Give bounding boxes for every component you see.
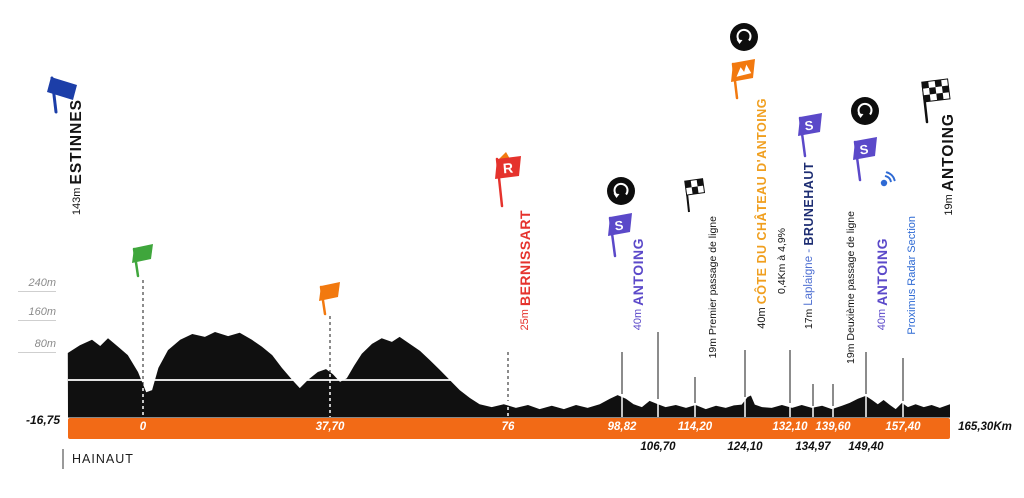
y-axis-tick: [18, 320, 56, 321]
region-label: HAINAUT: [62, 449, 134, 469]
svg-text:S: S: [614, 217, 625, 233]
deuxieme-passage-name: Deuxième passage de ligne: [844, 211, 857, 341]
premier-passage-name: Premier passage de ligne: [706, 215, 719, 335]
km-label: 124,10: [727, 441, 763, 453]
finish-elevation: 19m: [942, 190, 955, 216]
radar-waves-icon: [877, 166, 901, 190]
finish-name: ANTOING: [939, 112, 957, 191]
line-passage-flag-icon: [682, 178, 706, 214]
km-label: 134,97: [795, 441, 831, 453]
lap-circuit-icon: [729, 22, 759, 52]
y-axis-tick: [18, 352, 56, 353]
sprint-s-flag-icon: S: [851, 134, 879, 182]
svg-text:S: S: [859, 141, 870, 157]
antoing-sprint2-elevation: 40m: [875, 305, 888, 331]
lap-circuit-icon: [606, 176, 636, 206]
brunehaut-name: BRUNEHAUT: [801, 162, 816, 246]
svg-text:R: R: [502, 160, 513, 177]
km-label: 157,40: [885, 421, 921, 433]
lap-circuit-icon: [850, 96, 880, 126]
start-elevation: 143m: [70, 184, 83, 216]
km-label: 165,30Km: [958, 421, 1012, 433]
y-axis-label-80m: 80m: [34, 338, 56, 350]
premier-passage-elevation: 19m: [706, 334, 719, 359]
premier-passage-label: 19m Premier passage de ligne: [688, 216, 738, 376]
climb-flag-icon: [729, 56, 757, 100]
y-axis-tick: [18, 291, 56, 292]
orange-flag-icon: [317, 280, 343, 316]
start-offset-km-label: -16,75: [25, 413, 60, 427]
y-axis-label-240m: 240m: [28, 277, 56, 289]
feed-r-flag-icon: R: [492, 150, 524, 208]
km-label: 139,60: [815, 421, 851, 433]
bernissart-label: 25m BERNISSART: [500, 210, 550, 348]
distance-bar: [68, 418, 950, 439]
bernissart-name: BERNISSART: [516, 209, 533, 306]
km-label: 106,70: [640, 441, 676, 453]
y-axis-label-160m: 160m: [28, 306, 56, 318]
green-flag-icon: [130, 242, 156, 278]
deuxieme-passage-elevation: 19m: [844, 340, 857, 365]
proximus-radar-label: Proximus Radar Section: [887, 216, 937, 352]
antoing-sprint1-elevation: 40m: [631, 305, 644, 331]
km-label: 98,82: [607, 421, 637, 433]
km-label: 37,70: [315, 421, 345, 433]
start-label: 143m ESTINNES: [52, 99, 102, 233]
km-label: 114,20: [677, 421, 713, 433]
svg-text:S: S: [804, 117, 815, 133]
bernissart-elevation: 25m: [518, 305, 531, 331]
brunehaut-elevation: 17m: [802, 305, 815, 330]
proximus-radar-name: Proximus Radar Section: [905, 215, 918, 335]
brunehaut-prefix: Laplaigne -: [802, 245, 815, 306]
elevation-area: [67, 332, 951, 418]
finish-label: 19m ANTOING: [924, 113, 974, 233]
start-flag-icon: [44, 72, 80, 114]
sprint-s-flag-icon: S: [796, 110, 824, 158]
finish-flag-icon: [918, 78, 952, 124]
km-label: 132,10: [772, 421, 808, 433]
km-label: 0: [139, 421, 147, 433]
km-label: 76: [501, 421, 515, 433]
km-label: 149,40: [848, 441, 884, 453]
sprint-s-flag-icon: S: [606, 210, 634, 258]
